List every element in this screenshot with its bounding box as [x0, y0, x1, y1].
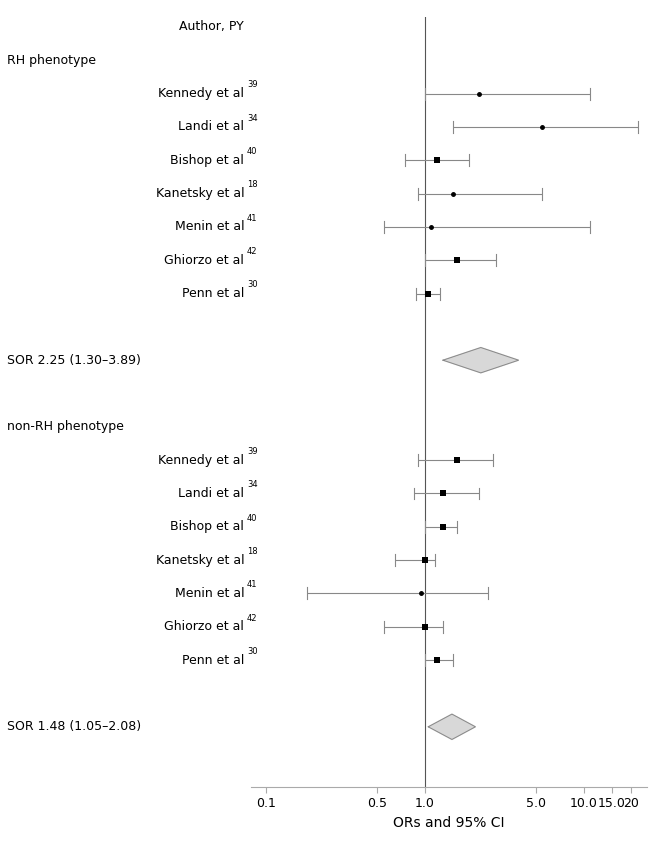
Text: Kanetsky et al: Kanetsky et al — [156, 553, 244, 567]
Text: Kanetsky et al: Kanetsky et al — [156, 187, 244, 200]
Text: non-RH phenotype: non-RH phenotype — [7, 420, 123, 433]
Text: 42: 42 — [247, 613, 257, 623]
Text: Menin et al: Menin et al — [175, 220, 244, 233]
Text: Menin et al: Menin et al — [175, 587, 244, 600]
Text: Bishop et al: Bishop et al — [170, 520, 244, 533]
Text: 40: 40 — [247, 514, 257, 523]
Text: 41: 41 — [247, 214, 257, 222]
Text: 34: 34 — [247, 481, 257, 489]
Text: 39: 39 — [247, 80, 257, 90]
Text: 18: 18 — [247, 547, 257, 556]
Polygon shape — [443, 348, 519, 373]
Text: 41: 41 — [247, 580, 257, 590]
Text: Author, PY: Author, PY — [180, 20, 244, 34]
Text: 30: 30 — [247, 280, 257, 289]
Text: Bishop et al: Bishop et al — [170, 154, 244, 167]
Text: Kennedy et al: Kennedy et al — [158, 87, 244, 100]
Text: 39: 39 — [247, 447, 257, 456]
Text: Kennedy et al: Kennedy et al — [158, 453, 244, 467]
X-axis label: ORs and 95% CI: ORs and 95% CI — [393, 816, 504, 830]
Text: 18: 18 — [247, 180, 257, 190]
Text: Penn et al: Penn et al — [182, 287, 244, 300]
Text: Ghiorzo et al: Ghiorzo et al — [164, 254, 244, 266]
Text: 40: 40 — [247, 147, 257, 156]
Text: 30: 30 — [247, 647, 257, 656]
Polygon shape — [428, 714, 475, 739]
Text: 34: 34 — [247, 113, 257, 123]
Text: Landi et al: Landi et al — [178, 120, 244, 134]
Text: 42: 42 — [247, 247, 257, 256]
Text: SOR 1.48 (1.05–2.08): SOR 1.48 (1.05–2.08) — [7, 720, 141, 733]
Text: Penn et al: Penn et al — [182, 654, 244, 667]
Text: SOR 2.25 (1.30–3.89): SOR 2.25 (1.30–3.89) — [7, 354, 141, 366]
Text: RH phenotype: RH phenotype — [7, 54, 96, 67]
Text: Landi et al: Landi et al — [178, 487, 244, 500]
Text: Ghiorzo et al: Ghiorzo et al — [164, 620, 244, 634]
